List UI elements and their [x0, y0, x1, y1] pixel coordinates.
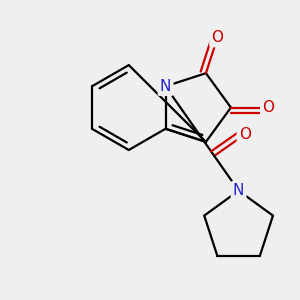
- Text: N: N: [160, 79, 171, 94]
- Text: O: O: [212, 30, 224, 45]
- Text: N: N: [233, 183, 244, 198]
- Text: O: O: [239, 127, 251, 142]
- Text: O: O: [262, 100, 274, 115]
